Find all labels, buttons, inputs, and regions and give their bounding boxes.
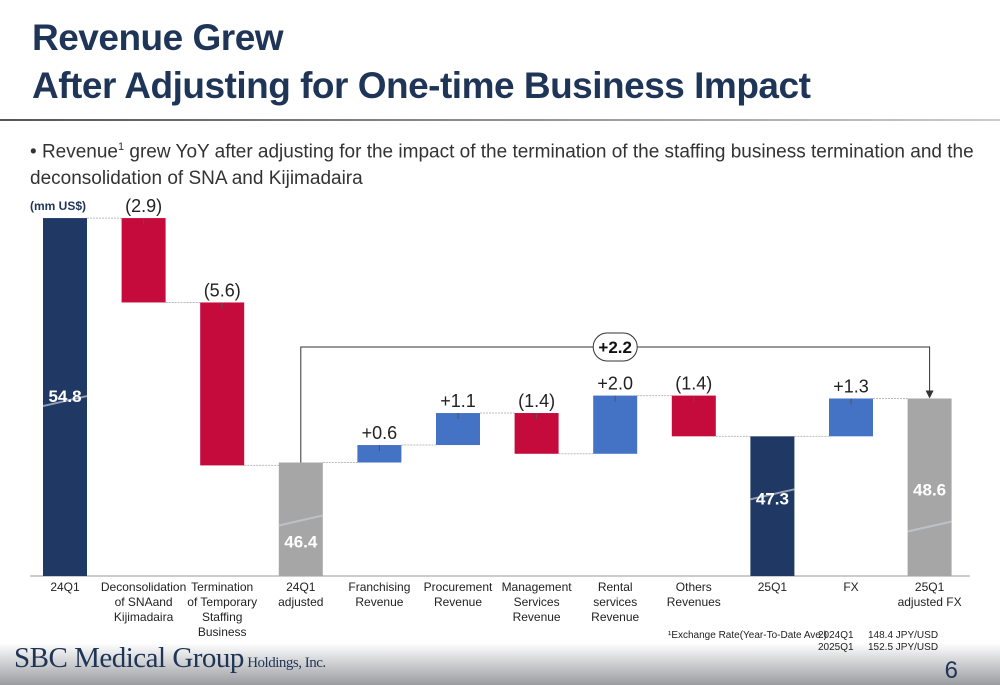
category-label: of SNAand <box>115 595 173 609</box>
bar-3 <box>278 462 323 576</box>
bracket-label-oval <box>592 332 638 362</box>
category-label: Termination <box>191 580 253 594</box>
category-label: Deconsolidation <box>101 580 186 594</box>
data-label: +2.0 <box>597 374 633 394</box>
logo-sub: Holdings, Inc. <box>243 655 326 671</box>
category-label: 25Q1 <box>915 580 945 594</box>
fx-rate: 152.5 JPY/USD <box>868 642 939 653</box>
data-label: +1.1 <box>440 391 476 411</box>
bullet-text: • Revenue1 grew YoY after adjusting for … <box>30 141 974 190</box>
category-label: Revenues <box>667 595 721 609</box>
axis-break-mark <box>42 395 88 408</box>
bullet-pre: Revenue <box>41 141 118 163</box>
category-label: Revenue <box>513 610 561 624</box>
data-label: +1.3 <box>833 376 869 396</box>
data-label: +0.6 <box>362 423 398 443</box>
category-label: Others <box>676 580 712 594</box>
logo-main: SBC Medical Group <box>14 642 244 674</box>
bracket-arrow-icon <box>925 390 934 399</box>
category-label: Rental <box>598 580 633 594</box>
axis-break-mark <box>278 514 324 527</box>
category-label: 24Q1 <box>286 580 316 594</box>
bar-6 <box>514 413 559 454</box>
category-label: Business <box>198 625 247 639</box>
category-label: FX <box>843 580 858 594</box>
fx-years: 2024Q1 2025Q1 <box>818 630 854 654</box>
category-label: adjusted <box>278 595 323 609</box>
bar-2 <box>200 302 245 466</box>
category-label: Staffing <box>202 610 242 624</box>
bracket-label: +2.2 <box>598 338 632 357</box>
data-label: (1.4) <box>518 391 555 411</box>
fx-rate: 148.4 JPY/USD <box>868 630 939 641</box>
page-title: Revenue Grew After Adjusting for One-time… <box>32 14 811 110</box>
axis-break-mark <box>907 520 952 533</box>
category-label: Revenue <box>355 595 403 609</box>
category-label: services <box>593 595 637 609</box>
category-label: Kijimadaira <box>114 610 174 624</box>
data-label: 48.6 <box>913 480 946 499</box>
bar-7 <box>593 395 638 454</box>
footnote-marker: 1 <box>118 141 125 153</box>
bullet-post: grew YoY after adjusting for the impact … <box>30 141 974 190</box>
category-label: Management <box>502 580 573 594</box>
fx-year: 2025Q1 <box>818 642 854 653</box>
data-label: 47.3 <box>756 489 789 508</box>
bar-4 <box>357 445 402 463</box>
page-number: 6 <box>944 657 958 684</box>
footer-band <box>0 643 1000 685</box>
fx-year: 2024Q1 <box>818 630 854 641</box>
category-label: Services <box>514 595 560 609</box>
bar-11 <box>907 398 952 576</box>
bar-8 <box>671 395 716 437</box>
bar-10 <box>829 398 873 437</box>
fx-rates: 148.4 JPY/USD 152.5 JPY/USD <box>868 630 938 654</box>
title-line-1: Revenue Grew <box>32 17 284 58</box>
category-label: Revenue <box>434 595 482 609</box>
category-label: 24Q1 <box>50 580 80 594</box>
bar-9 <box>750 436 795 576</box>
category-label: 25Q1 <box>758 580 788 594</box>
title-line-2: After Adjusting for One-time Business Im… <box>32 65 811 106</box>
unit-label: (mm US$) <box>30 199 86 213</box>
data-label: (2.9) <box>125 196 162 216</box>
category-label: Revenue <box>591 610 639 624</box>
data-label: 46.4 <box>284 533 318 552</box>
data-label: (5.6) <box>204 280 241 300</box>
category-label: Franchising <box>348 580 410 594</box>
title-divider <box>0 119 1000 121</box>
bar-1 <box>121 218 166 303</box>
fx-footnote-label: ¹Exchange Rate(Year-To-Date Ave.) <box>668 630 827 641</box>
data-label: (1.4) <box>675 374 712 394</box>
category-label: Procurement <box>424 580 493 594</box>
axis-break-mark <box>750 488 795 501</box>
company-logo: SBC Medical Group Holdings, Inc. <box>14 643 326 678</box>
data-label: 54.8 <box>48 387 81 406</box>
category-label: of Temporary <box>187 595 257 609</box>
category-label: adjusted FX <box>898 595 962 609</box>
